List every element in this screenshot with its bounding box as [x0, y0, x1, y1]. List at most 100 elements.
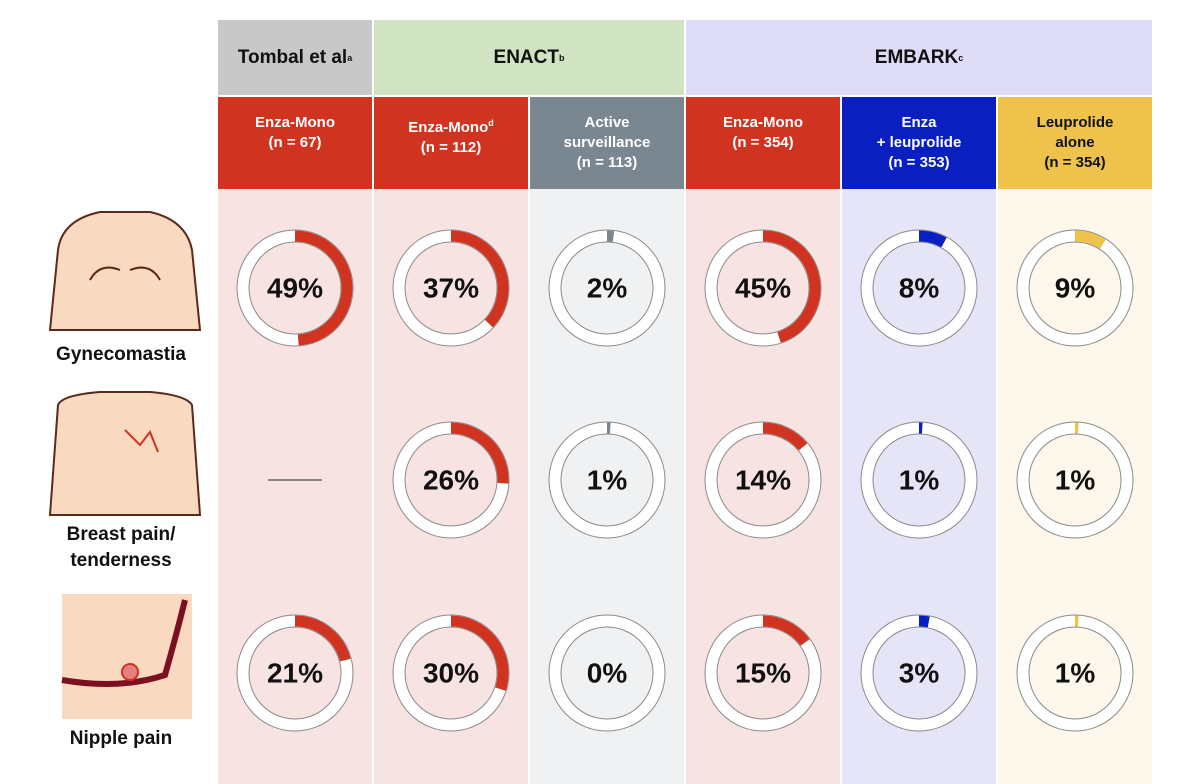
donut-outline — [860, 229, 978, 347]
column-name-text: Enza-Mono — [723, 114, 803, 131]
column-header: Enza + leuprolide (n = 353) — [842, 97, 996, 189]
footnote-mark: d — [488, 118, 494, 128]
column-header: Leuprolide alone (n = 354) — [998, 97, 1152, 189]
pain-icon — [124, 429, 159, 453]
donut-outline — [716, 433, 810, 527]
sample-size: (n = 354) — [1044, 154, 1106, 171]
donut-outline — [560, 626, 654, 720]
row-label: Gynecomastia — [56, 344, 186, 365]
value-label: 14% — [735, 464, 791, 495]
value-label: 1% — [587, 464, 628, 495]
value-label: 45% — [735, 272, 791, 303]
donut-track — [549, 615, 665, 731]
donut-outline — [704, 421, 822, 539]
value-label: 1% — [1055, 657, 1096, 688]
column-header: Active surveillance (n = 113) — [530, 97, 684, 189]
donut-outline — [248, 626, 342, 720]
value-label: 3% — [899, 657, 940, 688]
donut-outline — [860, 614, 978, 732]
group-header: EMBARK c — [686, 20, 1152, 95]
column-name-text: Leuprolide alone — [1036, 114, 1114, 151]
sample-size: (n = 353) — [888, 154, 950, 171]
donut-outline — [404, 241, 498, 335]
column-name: Enza + leuprolide — [877, 113, 962, 153]
value-label: 15% — [735, 657, 791, 688]
column-name-text: Enza-Mono — [408, 119, 489, 136]
group-header: Tombal et al a — [218, 20, 372, 95]
footnote-mark: c — [958, 52, 964, 63]
column-name: Active surveillance — [564, 113, 651, 153]
donut-outline — [1028, 626, 1122, 720]
value-label: 9% — [1055, 272, 1096, 303]
torso-icon — [48, 391, 202, 516]
donut-segment — [762, 615, 810, 646]
nipple-icon — [121, 663, 139, 681]
donut-outline — [716, 241, 810, 335]
value-label: 1% — [1055, 464, 1096, 495]
footnote-mark: a — [347, 52, 353, 63]
donut-outline — [392, 229, 510, 347]
donut-segment — [762, 422, 808, 451]
value-label: 21% — [267, 657, 323, 688]
row-label: Nipple pain — [69, 728, 173, 749]
illustrations — [48, 211, 202, 719]
footnote-mark: b — [558, 52, 565, 63]
value-label: 2% — [587, 272, 628, 303]
donut-outline — [1028, 241, 1122, 335]
donut-outline — [404, 433, 498, 527]
donut-segment — [918, 615, 930, 628]
column-name-text: Enza-Mono — [255, 114, 335, 131]
value-label: 1% — [899, 464, 940, 495]
donut-outline — [392, 421, 510, 539]
sample-size: (n = 67) — [268, 134, 322, 151]
donut-segment — [1074, 230, 1106, 249]
value-label: 49% — [267, 272, 323, 303]
donut-outline — [236, 614, 354, 732]
donut-outline — [548, 229, 666, 347]
column-name: Enza-Mono — [723, 113, 803, 133]
donut-outline — [704, 229, 822, 347]
torso-detail — [89, 266, 161, 281]
torso-icon — [48, 211, 202, 331]
donut-segment — [450, 615, 509, 691]
donut-outline — [1028, 433, 1122, 527]
value-label: 0% — [587, 657, 628, 688]
donut-outline — [872, 241, 966, 335]
sample-size: (n = 112) — [420, 139, 482, 156]
column-header: Enza-Mono (n = 67) — [218, 97, 372, 189]
row-label: Breast pain/ tenderness — [66, 524, 176, 571]
donut-segment — [762, 230, 821, 343]
group-label: Tombal et al — [237, 46, 348, 68]
donut-outline — [248, 241, 342, 335]
donut-outline — [404, 626, 498, 720]
donut-outline — [236, 229, 354, 347]
donut-segment — [294, 230, 353, 346]
donut-segment — [450, 422, 509, 484]
skin-fold — [61, 599, 188, 687]
column-header: Enza-Monod (n = 112) — [374, 97, 528, 189]
column-name: Enza-Mono — [255, 113, 335, 133]
group-header: ENACT b — [374, 20, 684, 95]
group-label: EMBARK — [874, 46, 959, 68]
donut-outline — [704, 614, 822, 732]
donut-outline — [1016, 229, 1134, 347]
group-label: ENACT — [493, 46, 559, 68]
donut-outline — [392, 614, 510, 732]
donut-outline — [872, 433, 966, 527]
value-label: 30% — [423, 657, 479, 688]
donut-segment — [294, 615, 351, 662]
donut-segment — [918, 230, 947, 248]
donut-outline — [860, 421, 978, 539]
donut-outline — [560, 241, 654, 335]
column-backgrounds — [218, 189, 1152, 784]
column-name: Enza-Monod — [408, 113, 494, 138]
column-name-text: Active surveillance — [563, 114, 651, 151]
value-label: 8% — [899, 272, 940, 303]
donut-outline — [548, 614, 666, 732]
sample-size: (n = 113) — [576, 154, 638, 171]
donut-outline — [548, 421, 666, 539]
value-label: 37% — [423, 272, 479, 303]
donut-segment — [450, 230, 509, 328]
